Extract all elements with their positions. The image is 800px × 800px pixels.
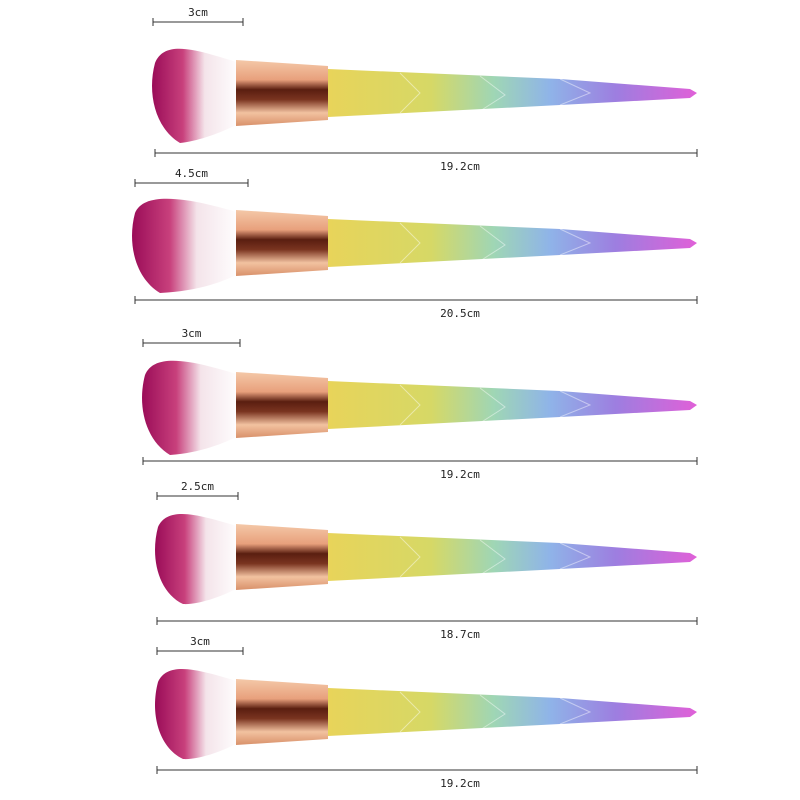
length-label: 19.2cm bbox=[440, 777, 480, 790]
head-width-label: 3cm bbox=[182, 327, 202, 340]
ferrule bbox=[236, 210, 328, 276]
length-label: 20.5cm bbox=[440, 307, 480, 320]
ferrule bbox=[236, 60, 328, 126]
handle-facets bbox=[399, 384, 592, 426]
handle-facets bbox=[399, 222, 592, 264]
handle-facets bbox=[399, 691, 592, 733]
handle bbox=[328, 533, 697, 581]
ferrule bbox=[236, 372, 328, 438]
head-width-label: 2.5cm bbox=[181, 480, 214, 493]
length-label: 19.2cm bbox=[440, 160, 480, 173]
length-label: 18.7cm bbox=[440, 628, 480, 641]
handle bbox=[328, 69, 697, 117]
head-width-label: 4.5cm bbox=[175, 167, 208, 180]
brush-head bbox=[142, 360, 240, 455]
brush-head bbox=[132, 198, 240, 293]
brush-head bbox=[155, 513, 240, 605]
length-label: 19.2cm bbox=[440, 468, 480, 481]
handle-facets bbox=[399, 72, 592, 114]
handle bbox=[328, 381, 697, 429]
handle-facets bbox=[399, 536, 592, 578]
handle bbox=[328, 688, 697, 736]
handle bbox=[328, 219, 697, 267]
ferrule bbox=[236, 679, 328, 745]
brush-head bbox=[152, 48, 240, 144]
ferrule bbox=[236, 524, 328, 590]
brush-head bbox=[155, 668, 240, 760]
head-width-label: 3cm bbox=[190, 635, 210, 648]
head-width-label: 3cm bbox=[188, 6, 208, 19]
